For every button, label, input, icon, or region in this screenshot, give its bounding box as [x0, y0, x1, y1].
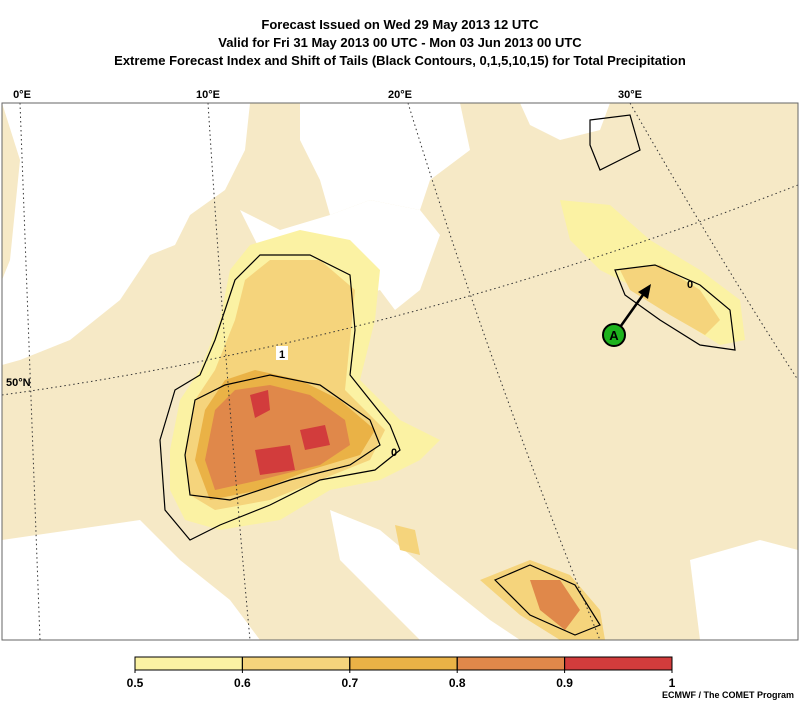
longitude-label: 0°E — [13, 89, 31, 101]
colorbar-tick-label: 1 — [669, 676, 676, 690]
contour-label: 0 — [687, 279, 693, 291]
contour — [184, 374, 381, 501]
efi-area — [205, 385, 350, 490]
black-sea — [690, 540, 798, 640]
mediterranean — [2, 520, 260, 640]
colorbar-tick-label: 0.5 — [127, 676, 144, 690]
gulf — [520, 103, 610, 140]
contour — [493, 564, 601, 636]
arrow — [616, 291, 647, 331]
map-area — [2, 103, 798, 640]
longitude-label: 20°E — [388, 89, 412, 101]
adriatic-sea — [330, 510, 520, 640]
longitude-label: 10°E — [196, 89, 220, 101]
efi-area — [250, 390, 330, 475]
longitude-label: 30°E — [618, 89, 642, 101]
colorbar-segment — [564, 656, 673, 671]
graticule — [2, 103, 798, 640]
map-frame — [1, 102, 799, 641]
arrow-head — [638, 284, 651, 299]
colorbar-tick-label: 0.7 — [341, 676, 358, 690]
colorbar-tick-label: 0.8 — [449, 676, 466, 690]
latitude-label: 50°N — [6, 377, 31, 389]
contour — [159, 254, 401, 541]
efi-area — [620, 265, 720, 335]
efi-area — [395, 525, 420, 555]
contour-label-box — [276, 346, 288, 360]
colorbar-tick-label: 0.6 — [234, 676, 251, 690]
colorbar-segment — [134, 656, 243, 671]
title-line: Extreme Forecast Index and Shift of Tail… — [114, 53, 686, 68]
colorbar-segment — [349, 656, 458, 671]
baltic-north — [300, 103, 470, 215]
efi-area — [530, 580, 580, 630]
contour-label: 1 — [279, 349, 285, 361]
britain — [2, 103, 20, 280]
colorbar-segment — [456, 656, 566, 671]
credit: ECMWF / The COMET Program — [662, 690, 794, 700]
contour — [589, 114, 641, 171]
marker — [602, 323, 626, 347]
title-line: Valid for Fri 31 May 2013 00 UTC - Mon 0… — [218, 35, 582, 50]
colorbar-segment — [241, 656, 351, 671]
title-line: Forecast Issued on Wed 29 May 2013 12 UT… — [261, 17, 539, 32]
contour-label: 0 — [391, 447, 397, 459]
colorbar-tick-label: 0.9 — [556, 676, 573, 690]
north-sea — [2, 103, 250, 365]
marker-label: A — [609, 328, 619, 343]
